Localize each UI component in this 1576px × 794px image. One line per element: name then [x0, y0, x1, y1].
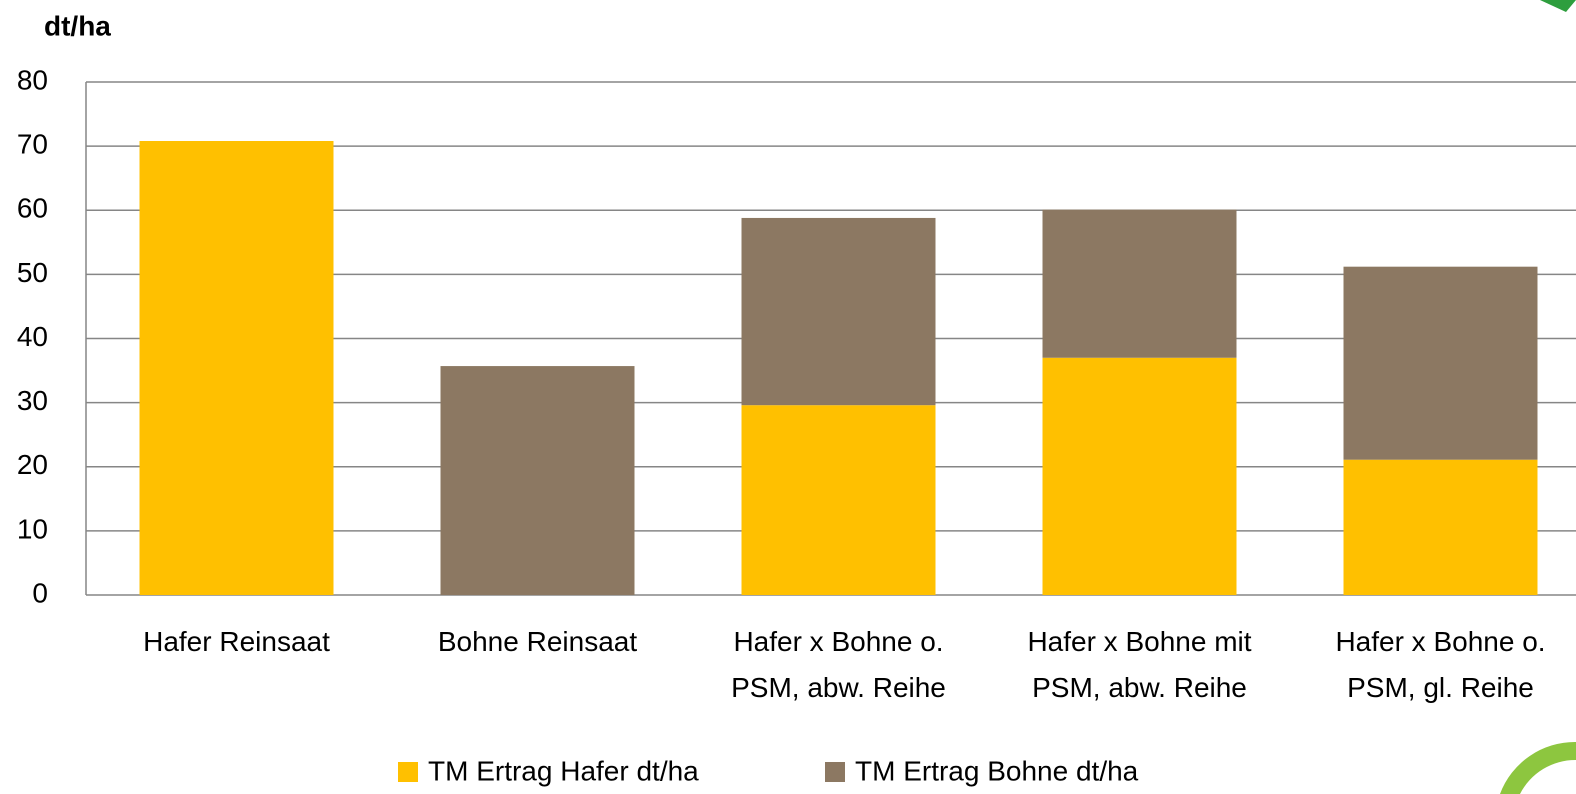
bar-segment — [1042, 209, 1237, 358]
y-tick-label: 30 — [17, 385, 48, 416]
legend-swatch — [825, 762, 845, 782]
y-tick-label: 80 — [17, 64, 48, 95]
x-tick-label: Hafer x Bohne mit PSM, abw. Reihe — [1027, 626, 1252, 703]
y-axis-title: dt/ha — [44, 10, 111, 41]
logo — [1500, 741, 1576, 794]
bar-segment — [741, 405, 936, 595]
bar-segment — [1343, 459, 1538, 595]
y-tick-label: 40 — [17, 321, 48, 352]
bar-segment — [741, 217, 936, 406]
x-tick-label: Bohne Reinsaat — [437, 626, 638, 657]
bar-segment — [440, 366, 635, 595]
legend-label: TM Ertrag Hafer dt/ha — [428, 755, 699, 786]
logo-corner — [1540, 0, 1576, 12]
y-tick-label: 0 — [32, 577, 48, 608]
x-tick-label: Hafer x Bohne o. PSM, abw. Reihe — [731, 626, 946, 703]
x-tick-label: Hafer x Bohne o. PSM, gl. Reihe — [1335, 626, 1546, 703]
bar-segment — [139, 140, 334, 595]
bar-segment — [1042, 357, 1237, 595]
y-tick-label: 50 — [17, 257, 48, 288]
y-tick-label: 60 — [17, 193, 48, 224]
legend-swatch — [398, 762, 418, 782]
y-tick-label: 10 — [17, 513, 48, 544]
bar-segment — [1343, 266, 1538, 460]
y-tick-label: 20 — [17, 449, 48, 480]
legend-label: TM Ertrag Bohne dt/ha — [855, 755, 1139, 786]
x-tick-label: Hafer Reinsaat — [143, 626, 330, 657]
y-tick-label: 70 — [17, 129, 48, 160]
